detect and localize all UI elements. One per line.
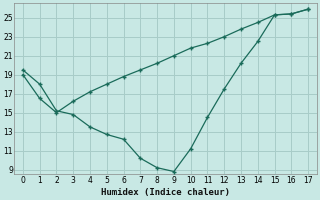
X-axis label: Humidex (Indice chaleur): Humidex (Indice chaleur) [101,188,230,197]
